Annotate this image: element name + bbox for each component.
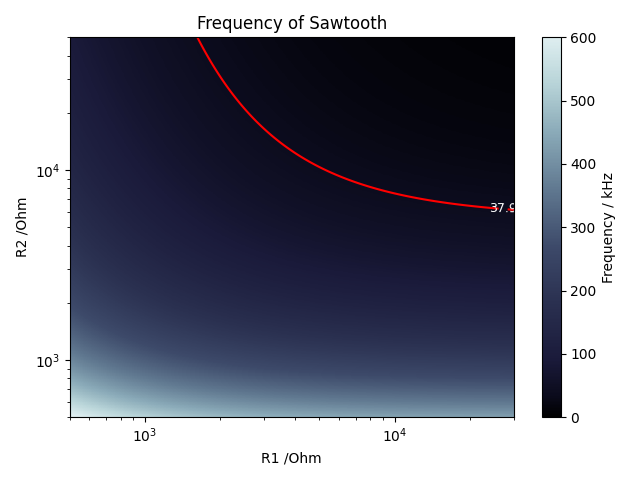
Y-axis label: R2 /Ohm: R2 /Ohm [15, 197, 29, 257]
Text: 37.9: 37.9 [490, 203, 517, 216]
X-axis label: R1 /Ohm: R1 /Ohm [262, 451, 322, 465]
Title: Frequency of Sawtooth: Frequency of Sawtooth [196, 15, 387, 33]
Y-axis label: Frequency / kHz: Frequency / kHz [602, 172, 616, 283]
